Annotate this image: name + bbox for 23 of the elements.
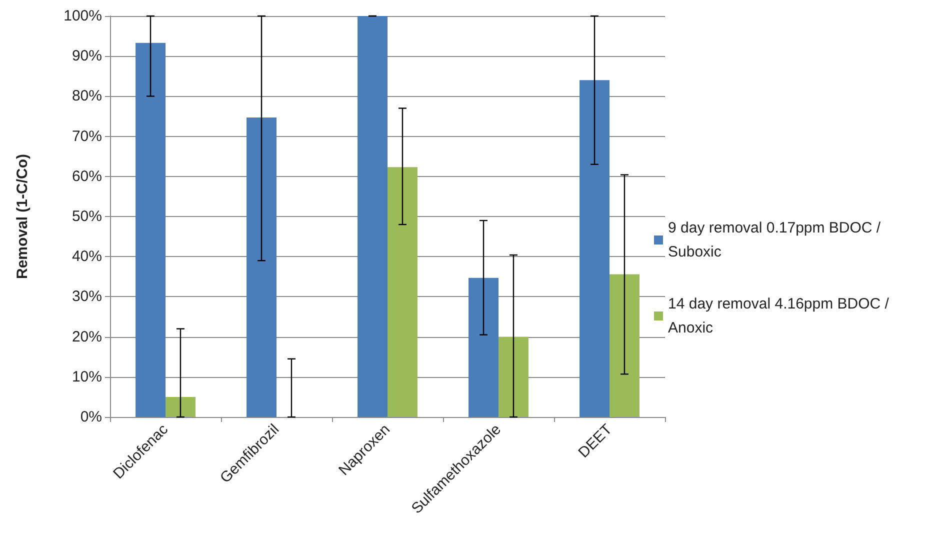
y-tick-label: 20% <box>72 328 102 346</box>
y-tick-label: 10% <box>72 368 102 386</box>
y-tick-label: 50% <box>72 208 102 225</box>
y-tick-label: 0% <box>80 408 102 426</box>
y-tick-label: 70% <box>72 128 102 145</box>
legend-label: 9 day removal 0.17ppm BDOC / Suboxic <box>668 220 885 260</box>
bar <box>610 274 640 417</box>
y-tick-label: 60% <box>72 168 102 185</box>
bar <box>246 117 276 417</box>
y-tick-label: 90% <box>72 48 102 65</box>
y-tick-label: 40% <box>72 248 102 266</box>
bar <box>580 80 610 417</box>
bar <box>358 16 388 417</box>
y-tick-label: 100% <box>64 8 102 24</box>
y-tick-label: 80% <box>72 88 102 105</box>
bar <box>498 336 528 417</box>
bar <box>468 278 498 417</box>
bar <box>166 396 196 417</box>
y-tick-label: 30% <box>72 288 102 306</box>
bar <box>136 42 166 417</box>
legend-label: 14 day removal 4.16ppm BDOC / Anoxic <box>668 296 894 336</box>
bar <box>388 167 418 417</box>
y-axis-title: Removal (1-C/Co) <box>14 154 31 280</box>
